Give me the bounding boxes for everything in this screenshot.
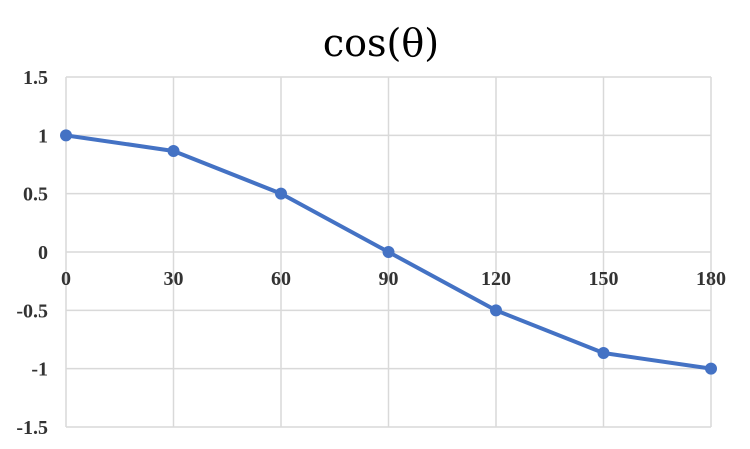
- gridlines: [65, 76, 712, 428]
- y-tick-label: 0: [38, 242, 48, 264]
- data-point: [275, 187, 287, 200]
- y-tick-label: -1: [31, 359, 48, 381]
- x-tick-label: 180: [696, 268, 726, 290]
- y-tick-label: 0.5: [23, 184, 48, 206]
- data-point: [60, 129, 72, 142]
- data-point: [705, 362, 717, 375]
- y-axis-tick-labels: 1.5 1 0.5 0 -0.5 -1 -1.5: [16, 67, 48, 439]
- x-tick-label: 150: [589, 268, 619, 290]
- x-tick-label: 90: [379, 268, 399, 290]
- y-tick-label: -1.5: [16, 417, 48, 439]
- x-tick-label: 120: [481, 268, 511, 290]
- data-point: [167, 144, 180, 157]
- data-point: [597, 347, 610, 360]
- x-tick-label: 30: [164, 268, 184, 290]
- series-layer: [60, 129, 717, 375]
- data-point: [490, 304, 502, 317]
- y-tick-label: 1.5: [23, 67, 48, 89]
- y-tick-label: -0.5: [16, 300, 48, 322]
- data-point: [382, 246, 395, 258]
- x-tick-label: 60: [271, 268, 291, 290]
- chart-title: cos(θ): [323, 21, 439, 65]
- y-tick-label: 1: [38, 125, 48, 147]
- x-axis-tick-labels: 0 30 60 90 120 150 180: [61, 268, 726, 290]
- x-tick-label: 0: [61, 268, 71, 290]
